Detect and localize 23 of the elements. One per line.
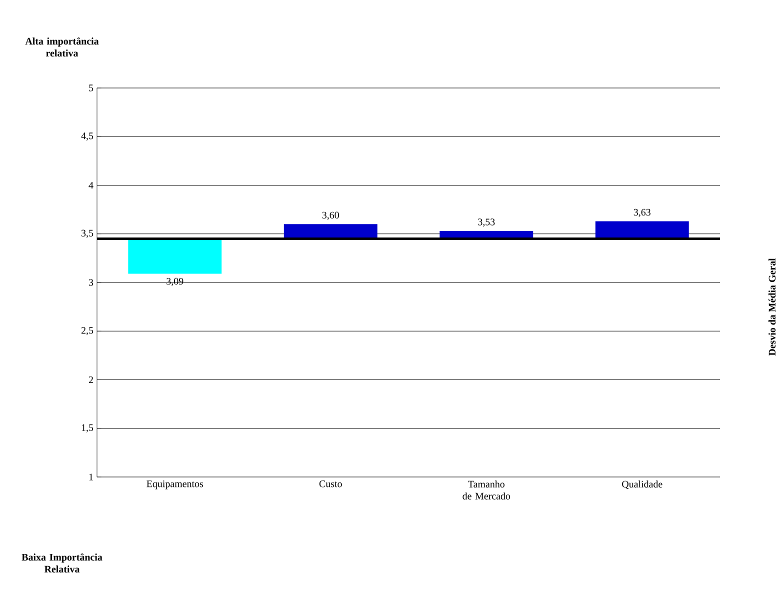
x-tick-label: Tamanho de Mercado [462,480,510,500]
y-tick-label: 3 [88,279,94,286]
y-tick-label: 4 [88,182,94,189]
data-label: 3,09 [166,278,184,286]
x-tick-label: Qualidade [622,480,662,490]
bar [595,221,689,239]
data-label: 3,63 [634,208,650,218]
y-tick-label: 4,5 [81,132,94,141]
y-tick-label: 1 [89,474,93,480]
text: Alta importância relativa [25,37,99,57]
y-tick-label: 3,5 [82,230,94,238]
bar [284,224,378,239]
bar [128,238,222,274]
x-tick-label: Custo [319,480,342,488]
y-tick-label: 5 [89,84,94,92]
data-label: 3,53 [478,218,495,227]
text: Desvio da Média Geral [768,258,776,356]
x-tick-label: Equipamentos [146,480,204,490]
y-tick-label: 1,5 [82,424,94,432]
data-label: 3,60 [322,212,339,220]
y-tick-label: 2,5 [81,327,94,336]
text: Baixa Importância Relativa [22,553,102,573]
y-tick-label: 2 [88,376,93,384]
